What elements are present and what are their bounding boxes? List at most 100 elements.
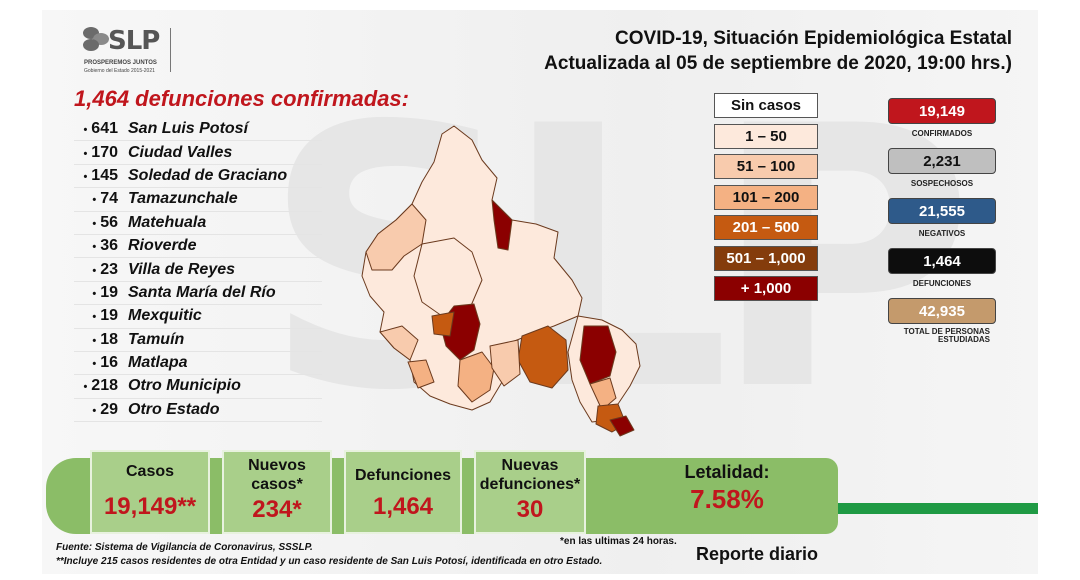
death-municipality: Ciudad Valles [128,143,233,161]
report-label: Reporte diario [696,544,819,564]
stat-label: SOSPECHOSOS [910,179,974,188]
stat-label: DEFUNCIONES [912,279,972,288]
card-nuevas-defunciones-label-1: Nuevas [501,457,559,474]
map-region-northwest [365,203,427,271]
card-nuevos-casos-label-2: casos* [251,476,303,493]
map-region-west-1 [379,325,419,361]
death-municipality: Matehuala [128,213,207,231]
accent-line [838,503,1038,514]
death-count: 18 [74,331,128,349]
death-municipality: Villa de Reyes [128,260,236,278]
map-region-villa-reyes [457,351,495,403]
logo-subtitle: Gobierno del Estado 2015-2021 [84,68,155,74]
title-line-1: COVID-19, Situación Epidemiológica Estat… [615,28,1012,49]
card-defunciones: Defunciones 1,464 [344,450,462,534]
legend-item: 101 – 200 [714,184,818,210]
death-municipality: Tamazunchale [128,190,238,208]
slp-logo: SLP PROSPEREMOS JUNTOS Gobierno del Esta… [82,24,182,80]
letalidad-value: 7.58% [690,484,764,514]
stat-value-box: 42,935 [888,298,996,324]
death-count: 641 [74,120,128,138]
card-defunciones-value: 1,464 [372,493,434,520]
legend-item: 51 – 100 [714,154,818,179]
legend-item: Sin casos [714,93,818,118]
death-count: 218 [74,377,128,395]
card-nuevas-defunciones-label-2: defunciones* [479,476,581,493]
state-choropleth-map [361,125,641,437]
legend-item: 201 – 500 [714,215,818,240]
logo-tagline: PROSPEREMOS JUNTOS [84,60,157,66]
stat-label: TOTAL DE PERSONAS ESTUDIADAS [903,327,990,344]
death-count: 145 [74,167,128,185]
card-casos-label: Casos [125,463,175,480]
logo-text: SLP [108,26,160,56]
death-municipality: Rioverde [128,237,197,255]
death-municipality: Otro Estado [128,400,220,418]
stats-panel: 19,149 CONFIRMADOS 2,231 SOSPECHOSOS 21,555 N… [882,98,1002,348]
death-count: 16 [74,354,128,372]
death-count: 19 [74,284,128,302]
death-municipality: Otro Municipio [128,377,241,395]
logo-divider [170,28,171,72]
map-region-rioverde [517,325,569,389]
death-municipality: San Luis Potosí [128,120,249,138]
infographic-slide: SLP SLP PROSPEREMOS JUNTOS Gobierno del … [42,10,1038,574]
stat-value-box: 2,231 [888,148,996,174]
map-region-soledad [431,311,455,337]
death-count: 56 [74,214,128,232]
legend-item: 501 – 1,000 [714,245,818,271]
stat-label: NEGATIVOS [918,229,966,238]
card-casos-value: 19,149** [103,493,197,520]
death-count: 74 [74,190,128,208]
death-count: 36 [74,237,128,255]
page-title: COVID-19, Situación Epidemiológica Estat… [544,26,1012,76]
stat-value-box: 21,555 [888,198,996,224]
map-region-tamazunchale [609,415,635,437]
map-region-south-center [489,339,521,387]
death-count: 23 [74,261,128,279]
stat-label: CONFIRMADOS [911,129,973,138]
death-municipality: Soledad de Graciano [128,166,288,184]
card-defunciones-label: Defunciones [354,467,451,484]
deaths-title: 1,464 defunciones confirmadas: [74,86,409,111]
death-municipality: Matlapa [128,354,188,372]
card-casos: Casos 19,149** [90,450,210,534]
death-municipality: Tamuín [128,330,185,348]
stat-value-box: 1,464 [888,248,996,274]
card-nuevos-casos-label-1: Nuevos [248,457,306,474]
source-note: Fuente: Sistema de Vigilancia de Coronav… [56,542,313,553]
last-24h-note: *en las ultimas 24 horas. [560,536,677,547]
death-municipality: Santa María del Río [128,283,276,301]
slp-logo-mark-icon [83,27,109,51]
map-legend: Sin casos 1 – 50 51 – 100 101 – 200 201 – 50… [714,93,818,307]
legend-item: + 1,000 [714,276,818,301]
card-nuevas-defunciones-value: 30 [516,496,544,523]
card-nuevas-defunciones: Nuevas defunciones* 30 [474,450,586,534]
death-count: 19 [74,307,128,325]
letalidad-label: Letalidad: [684,462,770,482]
card-nuevos-casos: Nuevos casos* 234* [222,450,332,534]
death-count: 170 [74,144,128,162]
footnote: **Incluye 215 casos residentes de otra E… [56,556,603,567]
title-line-2: Actualizada al 05 de septiembre de 2020,… [544,53,1012,74]
card-nuevos-casos-value: 234* [252,496,302,523]
stat-value-box: 19,149 [888,98,996,124]
death-count: 29 [74,401,128,419]
map-region-west-2 [407,359,435,389]
map-region-huasteca-1 [589,377,617,411]
map-region-matehuala [491,199,513,251]
map-region-valles [579,325,617,385]
